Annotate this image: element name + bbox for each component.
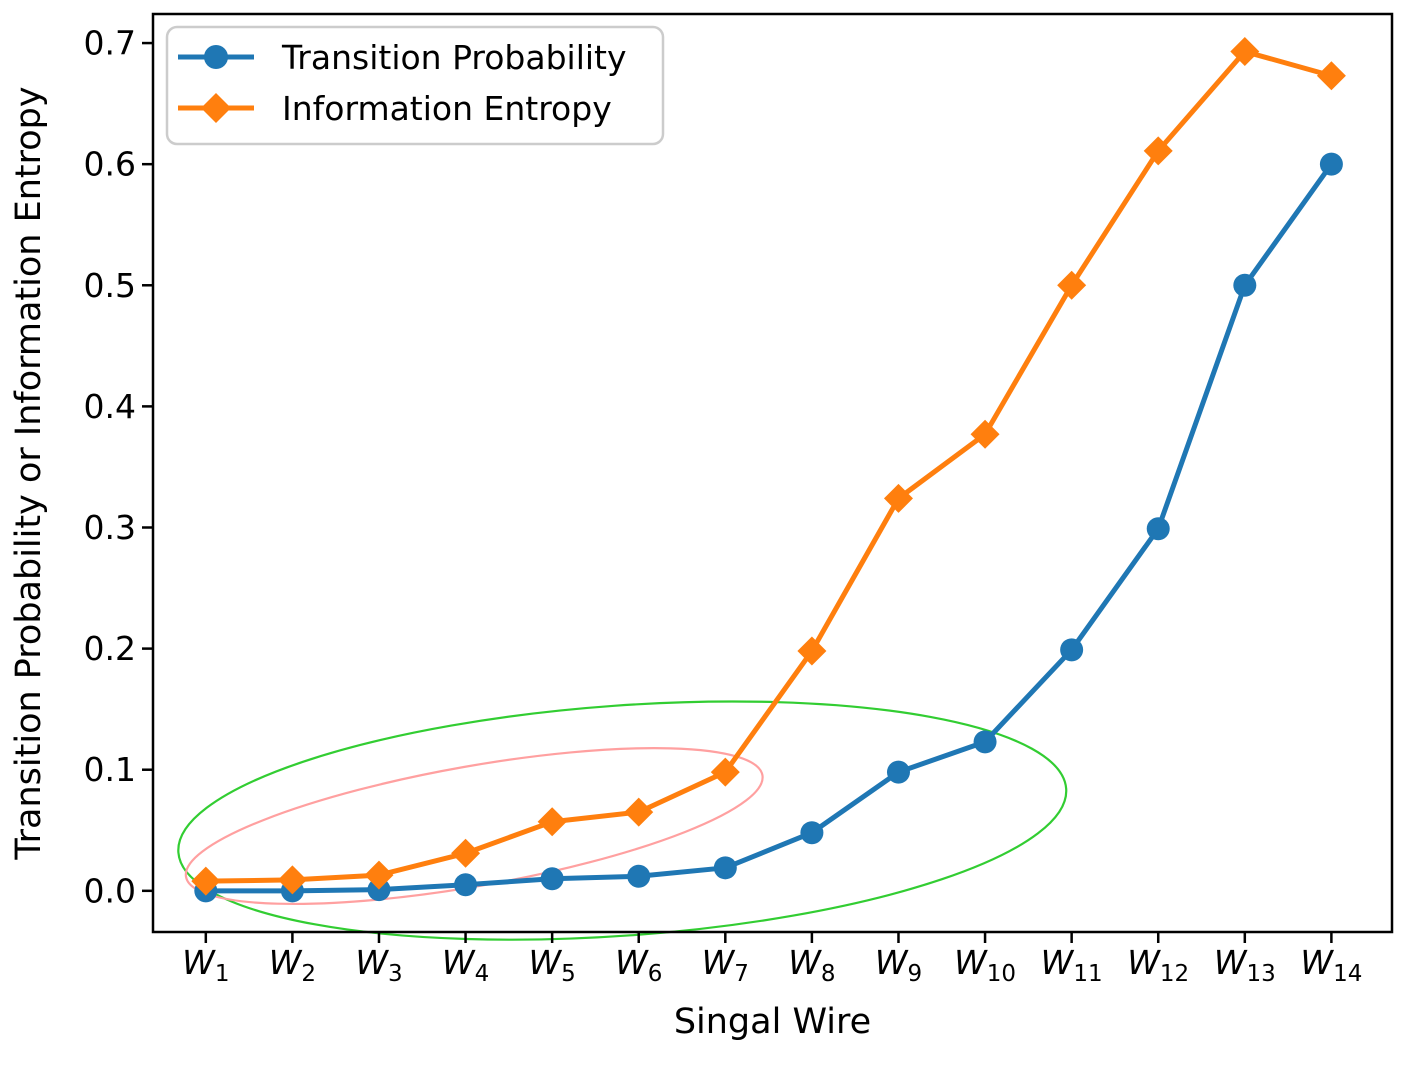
series-marker	[191, 866, 221, 896]
y-tick-label: 0.6	[84, 145, 136, 184]
series-marker	[364, 860, 394, 890]
y-tick-label: 0.7	[84, 24, 136, 63]
x-tick-label: W13	[1214, 943, 1276, 987]
series-marker	[710, 757, 740, 787]
series-marker	[886, 760, 910, 784]
x-tick-label: W4	[442, 943, 489, 987]
series-marker	[1319, 152, 1343, 176]
legend-label: Information Entropy	[282, 89, 612, 128]
annotation-pink-ellipse	[184, 747, 764, 906]
y-tick-label: 0.0	[84, 871, 136, 910]
legend-entry: Transition Probability	[178, 38, 627, 77]
y-tick-label: 0.4	[84, 387, 136, 426]
y-axis-label: Transition Probability or Information En…	[9, 86, 49, 860]
series-marker	[1233, 273, 1257, 297]
x-tick-label: W1	[182, 943, 229, 987]
series-marker	[1146, 517, 1170, 541]
series-line	[203, 49, 1334, 884]
series-marker	[1316, 61, 1346, 91]
series-information-entropy	[191, 37, 1346, 896]
series-marker	[537, 807, 567, 837]
x-tick-label: W14	[1300, 943, 1362, 987]
x-tick-label: W12	[1127, 943, 1189, 987]
x-tick-label: W2	[269, 943, 316, 987]
series-line	[203, 161, 1334, 894]
series-marker	[970, 419, 1000, 449]
x-tick-label: W7	[702, 943, 749, 987]
x-tick-label: W6	[615, 943, 662, 987]
y-tick-label: 0.1	[84, 750, 136, 789]
y-tick-label: 0.2	[84, 629, 136, 668]
series-marker	[883, 483, 913, 513]
x-tick-label: W5	[529, 943, 576, 987]
y-tick-label: 0.5	[84, 266, 136, 305]
x-tick-label: W3	[355, 943, 402, 987]
series-marker	[624, 797, 654, 827]
series-marker	[797, 636, 827, 666]
legend-entry: Information Entropy	[178, 89, 612, 128]
y-axis: 0.0 0.1 0.2 0.3 0.4 0.5 0.6 0.7	[84, 24, 153, 910]
annotation-green-ellipse	[177, 700, 1068, 941]
series-marker	[454, 873, 478, 897]
series-marker	[1230, 37, 1260, 67]
series-marker	[973, 730, 997, 754]
x-tick-label: W9	[875, 943, 922, 987]
series-marker	[540, 867, 564, 891]
series-marker	[1057, 270, 1087, 300]
legend-marker	[201, 93, 231, 123]
series-marker	[367, 878, 391, 902]
x-tick-label: W8	[788, 943, 835, 987]
legend-marker	[204, 45, 228, 69]
x-tick-label: W10	[954, 943, 1016, 987]
series-marker	[1060, 638, 1084, 662]
y-tick-label: 0.3	[84, 508, 136, 547]
series-marker	[1143, 136, 1173, 166]
series-marker	[713, 856, 737, 880]
legend-box	[165, 25, 665, 146]
x-axis: W1 W2 W3 W4 W5 W6 W7 W8 W9 W10 W11 W12 W13 W14	[182, 932, 1362, 987]
series-marker	[451, 838, 481, 868]
series-marker	[627, 864, 651, 888]
plot-border	[151, 12, 1394, 934]
legend: Transition Probability Information Entrop…	[165, 25, 665, 146]
series-transition-probability	[194, 152, 1343, 903]
legend-label: Transition Probability	[281, 38, 627, 77]
series-marker	[800, 821, 824, 845]
x-tick-label: W11	[1041, 943, 1103, 987]
series-marker	[277, 865, 307, 895]
x-axis-label: Singal Wire	[674, 1002, 871, 1042]
